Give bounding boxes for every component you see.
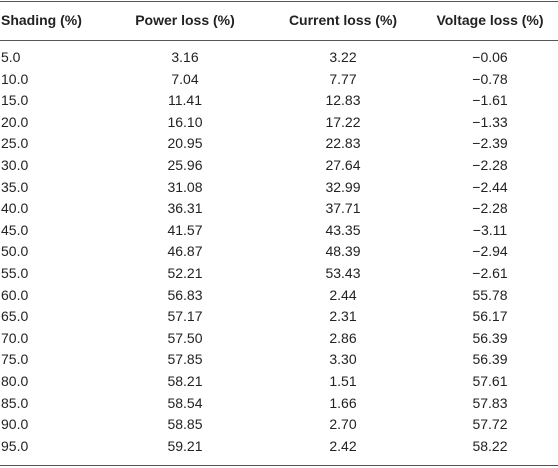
data-cell: −2.39 [472, 135, 508, 152]
data-cell: 57.17 [167, 308, 203, 325]
top-rule [0, 1, 558, 2]
data-cell: 31.08 [167, 178, 203, 195]
data-cell: 2.31 [329, 308, 357, 325]
row-label: 25.0 [1, 135, 29, 152]
header-cell: Current loss (%) [288, 12, 398, 28]
data-cell: −1.61 [472, 92, 508, 109]
header-cell: Shading (%) [1, 12, 82, 28]
data-cell: 58.21 [167, 373, 203, 389]
data-cell: 36.31 [167, 200, 203, 217]
data-cell: 57.61 [472, 373, 508, 389]
data-cell: 2.42 [329, 437, 357, 454]
row-label: 65.0 [1, 308, 29, 325]
data-cell: −2.28 [472, 200, 508, 217]
data-cell: 55.78 [472, 286, 508, 303]
row-label: 75.0 [1, 351, 29, 368]
data-cell: 52.21 [167, 265, 203, 281]
row-label: 70.0 [1, 329, 29, 346]
header-rule [0, 40, 558, 41]
row-label: 95.0 [1, 437, 29, 454]
row-label: 35.0 [1, 178, 29, 195]
data-cell: 59.21 [167, 437, 203, 454]
data-cell: −0.78 [472, 70, 508, 87]
data-cell: 56.39 [472, 329, 508, 346]
bottom-rule [0, 465, 558, 466]
data-cell: 43.35 [325, 221, 361, 238]
data-cell: 32.99 [325, 178, 361, 195]
data-cell: 2.44 [329, 286, 357, 303]
data-cell: −2.61 [472, 265, 508, 281]
data-cell: 46.87 [167, 243, 203, 260]
data-cell: 58.54 [167, 394, 203, 411]
row-label: 45.0 [1, 221, 29, 238]
data-cell: 37.71 [325, 200, 361, 217]
data-cell: −2.28 [472, 157, 508, 173]
data-cell: 11.41 [168, 92, 202, 109]
row-label: 60.0 [1, 286, 29, 303]
data-cell: 25.96 [167, 157, 203, 173]
data-cell: 3.16 [171, 49, 199, 65]
data-cell: 3.30 [329, 351, 357, 368]
data-cell: 58.85 [167, 416, 203, 433]
row-label: 85.0 [1, 394, 29, 411]
data-cell: 53.43 [325, 265, 361, 281]
data-cell: 56.39 [472, 351, 508, 368]
row-label: 50.0 [1, 243, 29, 260]
data-cell: 7.04 [171, 70, 199, 87]
data-cell: 56.17 [472, 308, 508, 325]
data-cell: 57.85 [167, 351, 203, 368]
data-cell: 17.22 [325, 113, 361, 130]
data-cell: 27.64 [325, 157, 361, 173]
data-cell: 1.66 [329, 394, 357, 411]
header-cell: Voltage loss (%) [436, 12, 544, 28]
data-cell: 41.57 [167, 221, 203, 238]
row-label: 10.0 [1, 70, 29, 87]
data-cell: 2.70 [329, 416, 357, 433]
data-cell: 22.83 [325, 135, 361, 152]
data-cell: 48.39 [325, 243, 361, 260]
row-label: 80.0 [1, 373, 29, 389]
data-cell: −2.94 [472, 243, 508, 260]
row-label: 90.0 [1, 416, 29, 433]
data-cell: 2.86 [329, 329, 357, 346]
data-cell: 12.83 [325, 92, 361, 109]
data-cell: −0.06 [472, 49, 508, 65]
row-label: 20.0 [1, 113, 29, 130]
data-cell: 57.83 [472, 394, 508, 411]
data-cell: 16.10 [167, 113, 203, 130]
data-cell: 1.51 [329, 373, 357, 389]
data-cell: −3.11 [472, 221, 508, 238]
row-label: 15.0 [1, 92, 29, 109]
data-cell: 58.22 [472, 437, 508, 454]
data-cell: 57.50 [167, 329, 203, 346]
data-cell: 20.95 [167, 135, 203, 152]
data-cell: 56.83 [167, 286, 203, 303]
data-cell: −2.44 [472, 178, 508, 195]
row-label: 55.0 [1, 265, 29, 281]
data-cell: −1.33 [472, 113, 508, 130]
row-label: 40.0 [1, 200, 29, 217]
data-cell: 7.77 [329, 70, 357, 87]
row-label: 5.0 [1, 49, 21, 65]
row-label: 30.0 [1, 157, 29, 173]
data-cell: 57.72 [472, 416, 508, 433]
data-cell: 3.22 [329, 49, 357, 65]
header-cell: Power loss (%) [135, 12, 235, 28]
